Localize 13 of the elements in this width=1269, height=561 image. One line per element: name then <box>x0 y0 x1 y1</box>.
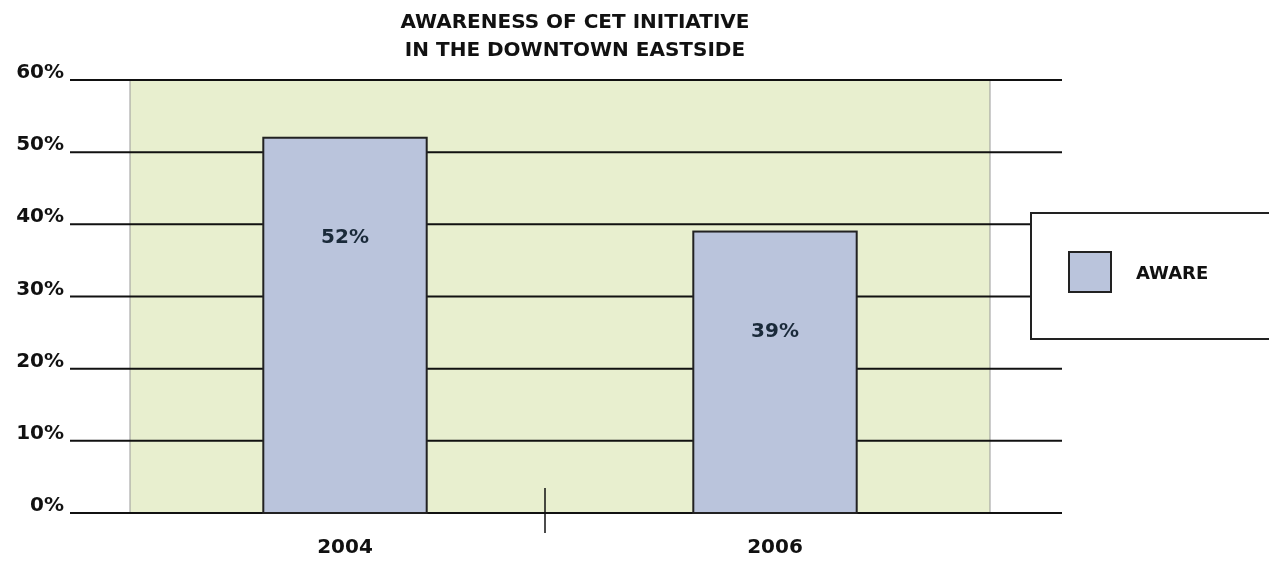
y-tick-label: 10% <box>16 419 64 444</box>
y-tick-label: 50% <box>16 131 64 156</box>
chart-title: AWARENESS OF CET INITIATIVE IN THE DOWNTOWN EASTSIDE <box>400 9 750 61</box>
y-tick-label: 60% <box>16 59 64 83</box>
y-tick-label: 20% <box>16 347 64 372</box>
data-label: 39% <box>751 317 799 342</box>
legend-label: AWARE <box>1136 262 1209 283</box>
y-tick-label: 30% <box>16 275 64 300</box>
x-tick-label: 2006 <box>747 534 803 558</box>
x-tick-label: 2004 <box>317 534 373 558</box>
y-tick-label: 40% <box>16 203 64 228</box>
y-tick-label: 0% <box>30 492 64 516</box>
data-label: 52% <box>321 223 369 248</box>
